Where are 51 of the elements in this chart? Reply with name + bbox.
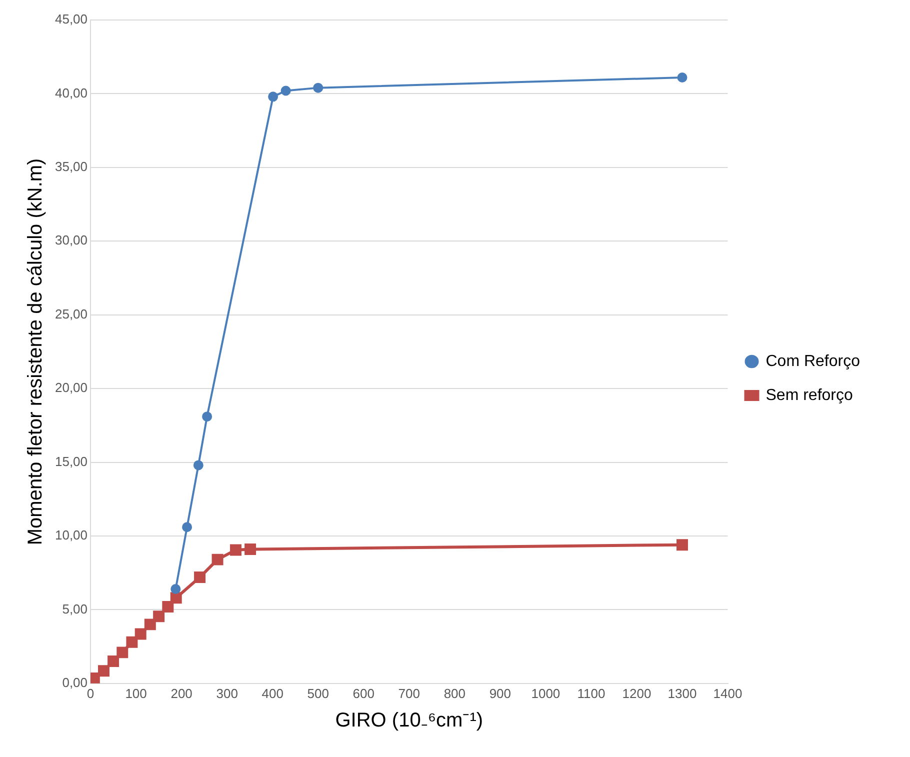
y-tick-label: 15,00 [54,454,88,469]
x-tick-label: 1300 [668,686,697,701]
x-tick-label: 0 [86,686,94,701]
x-tick-label: 900 [489,686,512,701]
x-tick-label: 500 [307,686,329,701]
point [676,539,688,551]
x-tick-label: 400 [262,686,284,701]
y-tick-label: 20,00 [54,380,88,396]
x-tick-label: 1200 [622,686,652,701]
y-tick-label: 25,00 [54,306,88,322]
point [268,92,278,102]
x-tick-label: 1400 [713,686,742,701]
point [193,460,204,470]
point [134,628,146,640]
point [182,522,192,532]
y-tick-label: 0,00 [62,674,88,690]
y-tick-label: 5,00 [62,601,88,616]
point [116,646,128,658]
point [230,544,242,556]
x-tick-label: 800 [444,686,466,701]
legend-label: Sem reforço [766,386,853,404]
point [162,601,174,612]
x-tick-label: 1100 [577,686,606,701]
x-tick-label: 1000 [531,686,560,701]
y-axis-title: Momento fletor resistente de cálculo (kN.m) [24,158,47,546]
y-tick-label: 35,00 [54,159,88,174]
point [194,572,206,583]
point [170,592,182,604]
x-tick-label: 200 [170,686,192,701]
point [244,544,256,555]
y-tick-label: 30,00 [54,232,88,248]
y-tick-label: 45,00 [54,12,88,27]
y-tick-label: 10,00 [54,528,88,543]
point [313,82,324,93]
y-tick-label: 40,00 [54,85,88,100]
point [677,72,688,82]
point [108,656,120,668]
x-axis-title: GIRO (10₋⁶cm⁻¹) [335,710,484,732]
point [144,618,156,630]
legend-label: Com Reforço [766,352,860,370]
point [126,636,138,648]
point [153,610,165,622]
x-tick-label: 600 [352,686,374,701]
point [170,584,181,594]
point [280,86,291,96]
point [212,554,224,566]
x-tick-label: 100 [125,686,147,701]
x-tick-label: 700 [398,686,420,701]
point [202,412,212,422]
x-tick-label: 300 [216,686,238,701]
point [98,665,110,677]
